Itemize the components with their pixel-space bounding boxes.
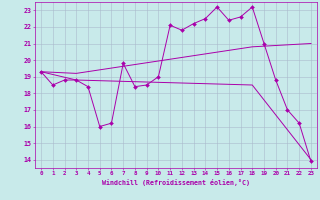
X-axis label: Windchill (Refroidissement éolien,°C): Windchill (Refroidissement éolien,°C) — [102, 179, 250, 186]
